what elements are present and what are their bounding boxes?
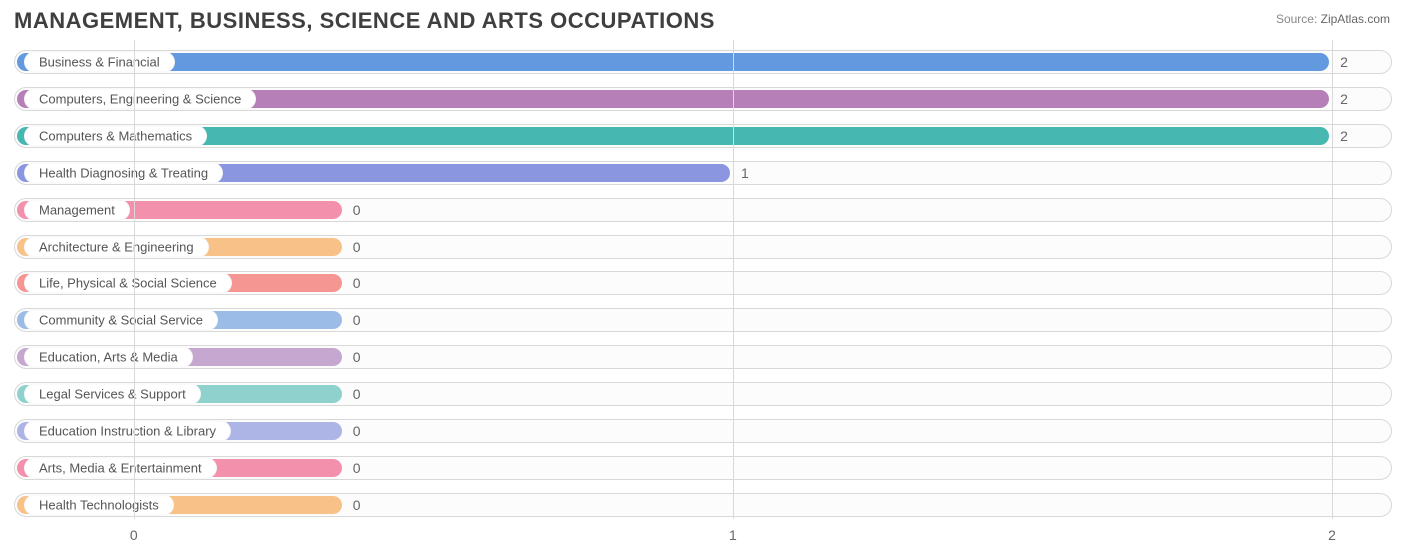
bar-row: Computers, Engineering & Science 2 [14, 85, 1392, 113]
bar-row: Legal Services & Support 0 [14, 380, 1392, 408]
bar-value-label: 0 [353, 202, 361, 218]
bar-label-pill: Business & Financial [24, 52, 175, 73]
bar-label-pill: Health Technologists [24, 494, 174, 515]
bar-row: Education, Arts & Media 0 [14, 343, 1392, 371]
bar-fill [17, 127, 1329, 145]
chart-plot-area: Business & Financial2Computers, Engineer… [14, 40, 1392, 543]
bar-value-label: 0 [353, 423, 361, 439]
bar-row: Management 0 [14, 196, 1392, 224]
chart-title: MANAGEMENT, BUSINESS, SCIENCE AND ARTS O… [14, 8, 715, 34]
bar-label-pill: Computers, Engineering & Science [24, 88, 256, 109]
x-axis-tick: 0 [130, 527, 138, 543]
source-name: ZipAtlas.com [1321, 12, 1390, 26]
bar-value-label: 0 [353, 460, 361, 476]
bar-label-pill: Legal Services & Support [24, 384, 201, 405]
bar-row: Architecture & Engineering 0 [14, 233, 1392, 261]
bar-label-pill: Health Diagnosing & Treating [24, 162, 223, 183]
bar-value-label: 1 [741, 165, 749, 181]
grid-line [733, 40, 734, 519]
bar-label-pill: Management [24, 199, 130, 220]
bar-value-label: 0 [353, 349, 361, 365]
bar-label-pill: Arts, Media & Entertainment [24, 457, 217, 478]
bar-label-pill: Education, Arts & Media [24, 347, 193, 368]
bar-label-pill: Life, Physical & Social Science [24, 273, 232, 294]
bar-row: Education Instruction & Library 0 [14, 417, 1392, 445]
bar-label-pill: Education Instruction & Library [24, 421, 231, 442]
bar-row: Life, Physical & Social Science 0 [14, 269, 1392, 297]
bar-rows-container: Business & Financial2Computers, Engineer… [14, 48, 1392, 519]
bar-value-label: 0 [353, 386, 361, 402]
bar-value-label: 2 [1340, 128, 1348, 144]
source-attribution: Source: ZipAtlas.com [1276, 12, 1390, 26]
bar-row: Computers & Mathematics 2 [14, 122, 1392, 150]
bar-label-pill: Community & Social Service [24, 310, 218, 331]
bar-row: Arts, Media & Entertainment 0 [14, 454, 1392, 482]
bar-value-label: 0 [353, 275, 361, 291]
x-axis-tick: 1 [729, 527, 737, 543]
bar-label-pill: Computers & Mathematics [24, 125, 207, 146]
x-axis-tick: 2 [1328, 527, 1336, 543]
bar-row: Health Technologists 0 [14, 491, 1392, 519]
bar-label-pill: Architecture & Engineering [24, 236, 209, 257]
bar-value-label: 2 [1340, 91, 1348, 107]
bar-fill [17, 53, 1329, 71]
bar-row: Health Diagnosing & Treating 1 [14, 159, 1392, 187]
bar-value-label: 0 [353, 312, 361, 328]
bar-row: Business & Financial 2 [14, 48, 1392, 76]
bar-value-label: 2 [1340, 54, 1348, 70]
bar-value-label: 0 [353, 239, 361, 255]
bar-row: Community & Social Service 0 [14, 306, 1392, 334]
source-label: Source: [1276, 12, 1317, 26]
grid-line [1332, 40, 1333, 519]
bar-value-label: 0 [353, 497, 361, 513]
grid-line [134, 40, 135, 519]
